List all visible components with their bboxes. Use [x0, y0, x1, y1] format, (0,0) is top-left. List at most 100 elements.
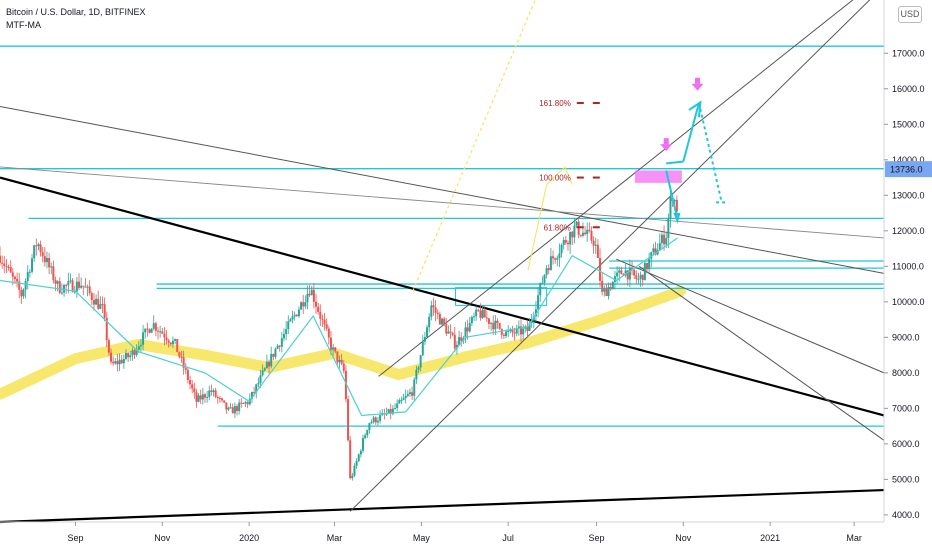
candle-body: [645, 262, 648, 270]
candle-body: [84, 286, 87, 288]
candle-body: [329, 337, 332, 350]
candle-body: [195, 392, 198, 402]
candle-body: [426, 327, 429, 338]
ma-band-yellow: [0, 285, 686, 400]
candle-body: [306, 293, 309, 303]
x-tick-label: May: [413, 533, 431, 543]
candle-body: [31, 258, 34, 272]
candle-body: [449, 331, 452, 333]
candle-body: [191, 384, 194, 389]
candle-body: [255, 384, 258, 393]
candle-body: [167, 340, 170, 343]
candle-body: [505, 331, 508, 336]
candle-body: [586, 229, 589, 235]
chart-legend: Bitcoin / U.S. Dollar, 1D, BITFINEX MTF-…: [6, 6, 146, 32]
candle-body: [16, 278, 19, 282]
candle-body: [118, 359, 121, 365]
candle-body: [293, 314, 296, 317]
candle-body: [507, 331, 510, 333]
candle-body: [492, 322, 495, 330]
candle-body: [26, 272, 29, 282]
candle-body: [596, 244, 599, 258]
candle-body: [9, 267, 12, 273]
candle-body: [152, 323, 155, 329]
candle-body: [594, 244, 597, 246]
candle-body: [169, 342, 172, 345]
candle-body: [438, 313, 441, 325]
y-tick-label: 13000.0: [892, 190, 925, 200]
proj-up-arrow-head: [688, 100, 702, 118]
y-tick-label: 14000.0: [892, 155, 925, 165]
candle-body: [225, 402, 228, 410]
y-tick-label: 7000.0: [892, 403, 920, 413]
candle-body: [669, 197, 672, 219]
y-tick-label: 9000.0: [892, 332, 920, 342]
candle-body: [45, 258, 48, 263]
candle-body: [607, 287, 610, 297]
candle-body: [56, 281, 59, 284]
candle-body: [526, 326, 529, 332]
candle-body: [569, 231, 572, 245]
candle-body: [193, 388, 196, 393]
candle-body: [182, 357, 185, 368]
candle-body: [50, 266, 53, 268]
candle-body: [67, 281, 70, 286]
candle-body: [221, 398, 224, 401]
candle-body: [389, 409, 392, 414]
proj-down-arrow: [665, 170, 679, 221]
candle-body: [475, 309, 478, 317]
ma-fast: [0, 237, 678, 417]
candle-body: [58, 281, 61, 293]
candle-body: [18, 281, 21, 290]
candle-body: [601, 280, 604, 292]
fib-label-0: 161.80%: [539, 99, 571, 108]
candle-body: [276, 345, 279, 349]
candle-body: [464, 327, 467, 339]
candle-body: [652, 248, 655, 253]
candle-body: [233, 406, 236, 414]
candle-body: [90, 293, 93, 301]
x-tick-label: Jul: [502, 533, 514, 543]
candle-body: [633, 269, 636, 276]
symbol-title[interactable]: Bitcoin / U.S. Dollar, 1D, BITFINEX: [6, 7, 146, 17]
candle-body: [248, 398, 251, 405]
candle-body: [37, 244, 40, 247]
candle-body: [658, 243, 661, 251]
y-axis: 4000.0 5000.0 6000.0 7000.0 8000.0 9000.0 1000…: [883, 0, 925, 522]
candle-body: [663, 234, 666, 245]
candle-body: [208, 390, 211, 397]
candle-body: [43, 256, 46, 263]
candle-body: [69, 280, 72, 282]
candle-body: [131, 350, 134, 356]
candle-body: [468, 323, 471, 332]
proj-dotted-down: [697, 102, 723, 203]
candle-body: [379, 415, 382, 421]
candle-body: [673, 200, 676, 202]
candle-body: [609, 287, 612, 290]
currency-button[interactable]: USD: [898, 6, 922, 23]
candle-body: [78, 281, 81, 288]
candle-body: [253, 391, 256, 393]
candle-body: [338, 359, 341, 363]
candle-body: [278, 345, 281, 347]
candle-body: [592, 240, 595, 246]
candle-body: [88, 286, 91, 294]
candle-body: [5, 265, 8, 267]
y-tick-label: 4000.0: [892, 510, 920, 520]
current-price-label: 13736.0: [890, 165, 923, 175]
candle-body: [470, 316, 473, 324]
candle-body: [351, 475, 354, 479]
candle-body: [92, 300, 95, 305]
candle-body: [289, 319, 292, 322]
candle-body: [415, 369, 418, 380]
candle-body: [212, 390, 215, 392]
indicator-label[interactable]: MTF-MA: [6, 20, 41, 30]
candle-body: [511, 329, 514, 333]
candle-body: [295, 314, 298, 317]
candle-body: [11, 272, 14, 277]
candle-body: [545, 268, 548, 275]
candle-body: [39, 244, 42, 253]
candle-body: [334, 347, 337, 352]
